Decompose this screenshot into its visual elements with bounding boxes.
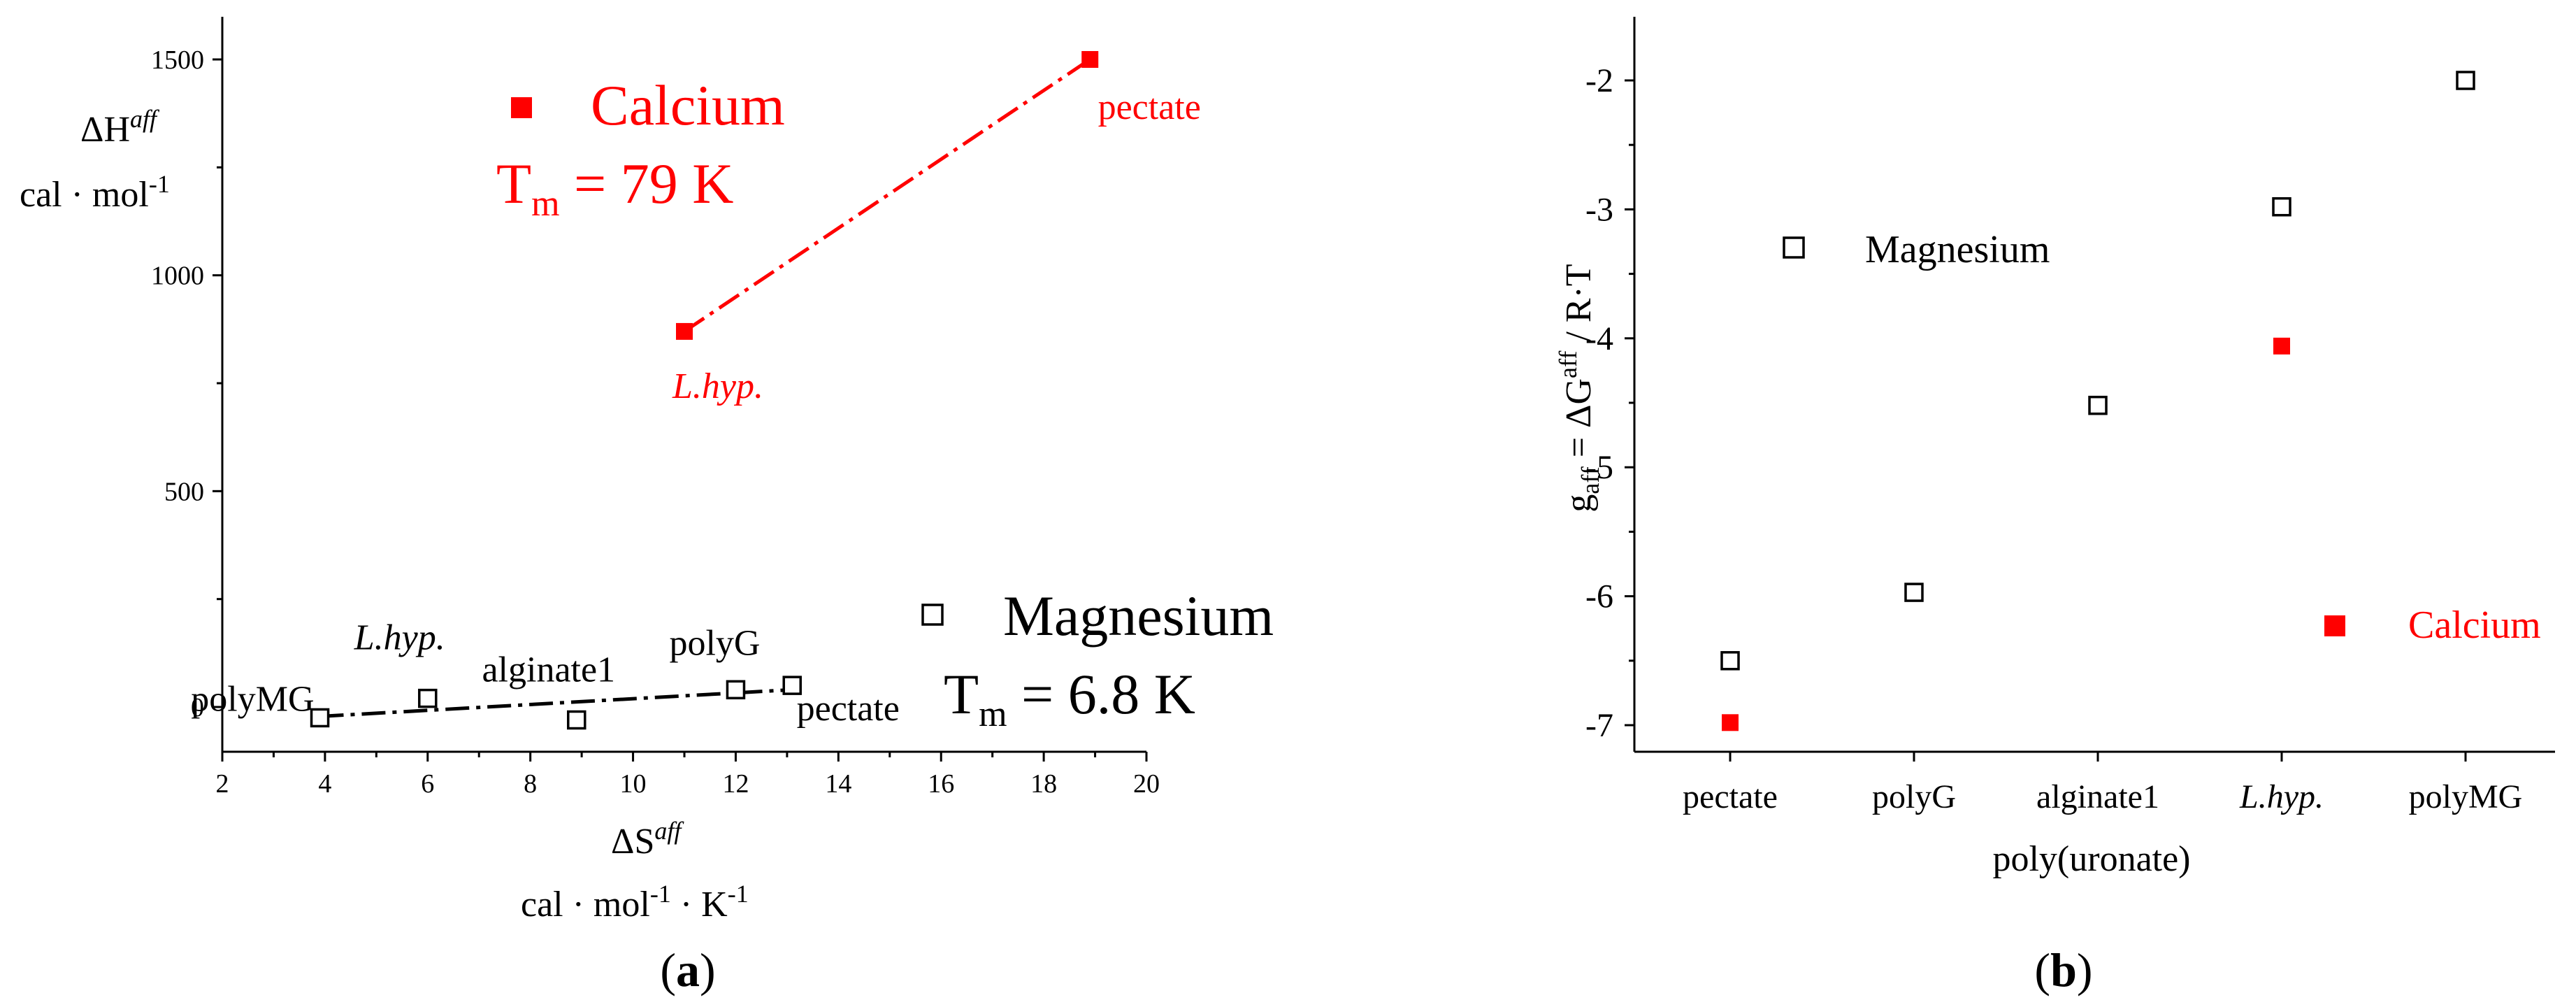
magnesium-point-label: polyMG xyxy=(191,679,314,719)
panel-a-x-label: ΔSaff xyxy=(611,817,684,862)
panel-b-data-points xyxy=(1720,71,2475,731)
panel-a-data-points: L.hyp. pectate polyMG L.hyp. alginate1 polyG p… xyxy=(191,51,1201,730)
magnesium-point-label: polyG xyxy=(669,623,760,663)
y-tick-label: -2 xyxy=(1585,62,1613,99)
x-tick-label: 18 xyxy=(1030,769,1057,799)
magnesium-point-label: L.hyp. xyxy=(354,618,445,658)
panel-b-y-label: gaff = ΔGaff / R·T xyxy=(1554,264,1604,512)
magnesium-point xyxy=(418,688,438,708)
panel-b-chart: pectate polyG alginate1 L.hyp. polyMG -7 -6 -5… xyxy=(1554,17,2555,997)
magnesium-point-label: pectate xyxy=(797,689,900,729)
y-tick-label: 1000 xyxy=(151,262,204,291)
magnesium-point xyxy=(1720,651,1740,671)
x-tick-label: 6 xyxy=(421,769,434,799)
x-tick-label: 16 xyxy=(928,769,954,799)
y-tick-label: -7 xyxy=(1585,707,1613,744)
magnesium-point-label: alginate1 xyxy=(482,650,615,690)
panel-b-letter: (b) xyxy=(2034,943,2092,997)
panel-a-x-ticks: 2 4 6 8 10 12 14 16 18 20 xyxy=(216,752,1160,799)
magnesium-point xyxy=(1904,583,1924,602)
y-tick-label: -4 xyxy=(1585,320,1613,357)
calcium-point xyxy=(2273,337,2290,355)
calcium-point xyxy=(676,322,693,340)
calcium-legend-marker xyxy=(511,97,532,118)
magnesium-point xyxy=(567,710,587,730)
panel-a-y-label: ΔHaff xyxy=(80,105,160,150)
panel-a-y-units: cal · mol-1 xyxy=(20,170,170,215)
panel-a-y-ticks: 0 500 1000 1500 xyxy=(151,45,222,722)
y-tick-label: -3 xyxy=(1585,191,1613,228)
panel-a-letter: (a) xyxy=(660,943,715,997)
x-tick-label: 2 xyxy=(216,769,229,799)
x-category-label: polyMG xyxy=(2409,778,2523,815)
y-tick-label: 500 xyxy=(164,477,204,506)
x-category-label: pectate xyxy=(1683,778,1778,815)
magnesium-point xyxy=(782,676,802,695)
magnesium-point xyxy=(2088,395,2108,415)
calcium-legend-marker-b xyxy=(2324,615,2345,636)
magnesium-tm-label: Tm = 6.8 K xyxy=(944,662,1195,734)
magnesium-point xyxy=(2456,71,2475,90)
panel-b-x-ticks: pectate polyG alginate1 L.hyp. polyMG xyxy=(1683,752,2522,815)
x-tick-label: 20 xyxy=(1133,769,1160,799)
calcium-legend-label-b: Calcium xyxy=(2408,604,2541,647)
calcium-point-label: L.hyp. xyxy=(672,366,763,406)
magnesium-point xyxy=(726,680,746,700)
y-tick-label: -5 xyxy=(1585,449,1613,486)
magnesium-legend-label: Magnesium xyxy=(1003,584,1274,648)
magnesium-legend-label-b: Magnesium xyxy=(1865,228,2050,271)
x-tick-label: 10 xyxy=(620,769,647,799)
magnesium-legend-marker-b xyxy=(1783,236,1805,259)
panel-a-chart: 2 4 6 8 10 12 14 16 18 20 0 500 1000 1500 L.hyp. pect… xyxy=(20,17,1274,997)
calcium-tm-label: Tm = 79 K xyxy=(496,152,734,224)
y-tick-label: -6 xyxy=(1585,578,1613,615)
panel-b-y-ticks: -7 -6 -5 -4 -3 -2 xyxy=(1585,62,1634,744)
x-tick-label: 4 xyxy=(318,769,331,799)
y-tick-label: 0 xyxy=(191,693,204,722)
panel-a-x-units: cal · mol-1 · K-1 xyxy=(521,880,749,924)
panel-b-x-label: poly(uronate) xyxy=(1992,839,2190,879)
calcium-point xyxy=(1722,714,1739,731)
x-category-label: polyG xyxy=(1872,778,1956,815)
magnesium-legend-marker xyxy=(921,604,944,626)
calcium-point xyxy=(1081,51,1099,68)
calcium-legend-label: Calcium xyxy=(591,73,785,137)
x-tick-label: 12 xyxy=(722,769,749,799)
magnesium-point xyxy=(310,708,330,728)
magnesium-fit-line xyxy=(319,687,793,718)
y-tick-label: 1500 xyxy=(151,45,204,75)
x-tick-label: 14 xyxy=(825,769,851,799)
x-category-label: alginate1 xyxy=(2036,778,2159,815)
magnesium-point xyxy=(2272,197,2291,217)
calcium-fit-line xyxy=(683,57,1091,333)
calcium-point-label: pectate xyxy=(1098,87,1201,127)
x-tick-label: 8 xyxy=(524,769,537,799)
x-category-label: L.hyp. xyxy=(2239,778,2324,815)
